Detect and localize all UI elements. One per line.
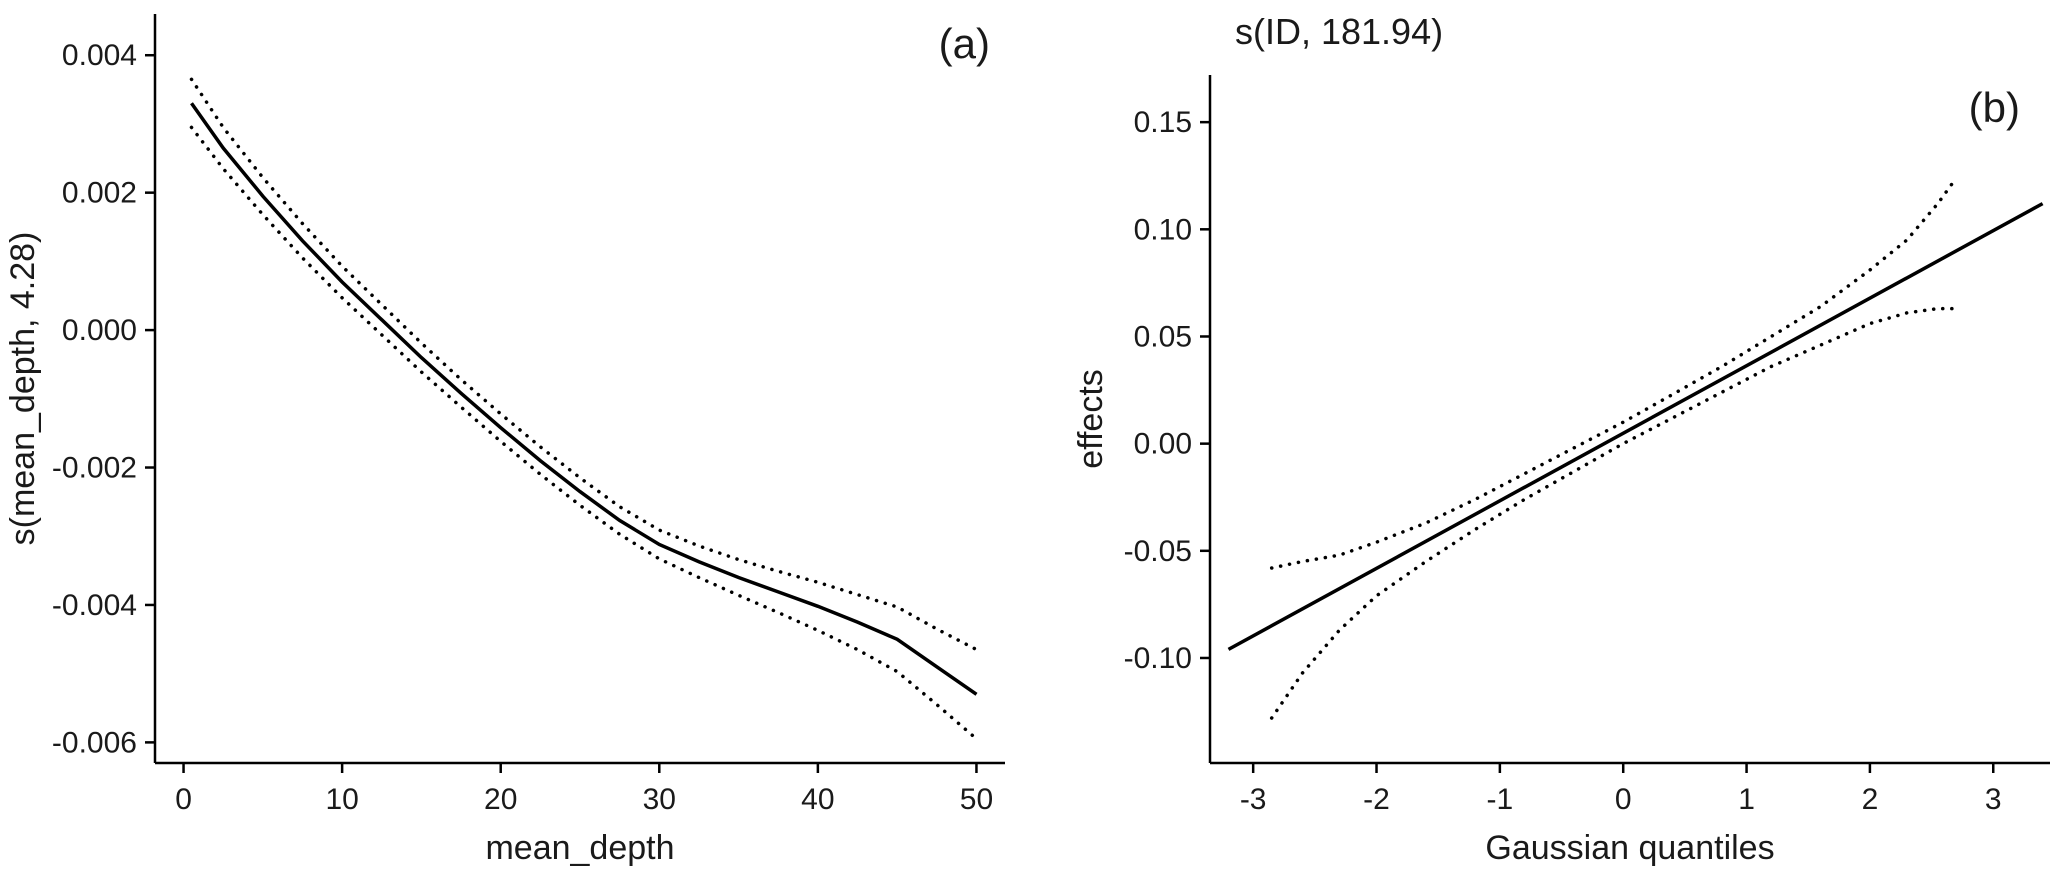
ci-upper-line (1269, 176, 1959, 570)
smooth-fit-line (190, 102, 978, 696)
x-tick-label: 1 (1738, 783, 1755, 816)
panel-label: (a) (939, 20, 990, 67)
y-tick-label: -0.004 (52, 589, 137, 622)
x-tick-label: -3 (1240, 783, 1267, 816)
y-tick-label: 0.004 (62, 39, 137, 72)
chart-b-random-effects-qq: -3 -2 -1 0 1 2 3 0.15 0.10 0.05 0.00 -0.05 -0.10 Gaus… (1072, 11, 2050, 867)
y-tick-label: 0.15 (1134, 106, 1192, 139)
ci-lower-line (1269, 306, 1959, 720)
x-tick-label: 40 (801, 783, 834, 816)
chart-a-smooth-mean-depth: 0 10 20 30 40 50 0.004 0.002 0.000 -0.002 -0.004 -0… (4, 14, 1005, 867)
y-tick-label: 0.05 (1134, 320, 1192, 353)
panel-b: -3 -2 -1 0 1 2 3 0.15 0.10 0.05 0.00 -0.05 -0.10 Gaus… (1030, 0, 2067, 884)
y-tick-label: 0.000 (62, 314, 137, 347)
x-tick-label: 3 (1985, 783, 2002, 816)
y-tick-label: 0.002 (62, 177, 137, 210)
x-axis-title: mean_depth (485, 829, 674, 867)
x-tick-label: -1 (1487, 783, 1514, 816)
y-axis-title: effects (1072, 369, 1110, 469)
y-tick-label: -0.05 (1124, 535, 1192, 568)
y-tick-label: 0.00 (1134, 428, 1192, 461)
x-tick-label: 30 (643, 783, 676, 816)
x-tick-label: 0 (175, 783, 192, 816)
effects-fit-line (1227, 202, 2044, 651)
x-tick-label: 50 (960, 783, 993, 816)
ci-upper-line (189, 77, 979, 652)
x-tick-label: 20 (484, 783, 517, 816)
y-tick-label: -0.006 (52, 726, 137, 759)
y-tick-label: -0.10 (1124, 642, 1192, 675)
y-tick-label: -0.002 (52, 452, 137, 485)
y-tick-label: 0.10 (1134, 213, 1192, 246)
panel-label: (b) (1969, 84, 2020, 131)
panel-a: 0 10 20 30 40 50 0.004 0.002 0.000 -0.002 -0.004 -0… (0, 0, 1030, 884)
x-tick-label: 2 (1862, 783, 1879, 816)
y-axis-title: s(mean_depth, 4.28) (4, 232, 42, 546)
x-tick-label: -2 (1363, 783, 1390, 816)
ci-lower-line (189, 125, 979, 741)
chart-title: s(ID, 181.94) (1235, 11, 1443, 52)
x-axis-title: Gaussian quantiles (1485, 829, 1774, 867)
x-tick-label: 0 (1615, 783, 1632, 816)
x-tick-label: 10 (325, 783, 358, 816)
